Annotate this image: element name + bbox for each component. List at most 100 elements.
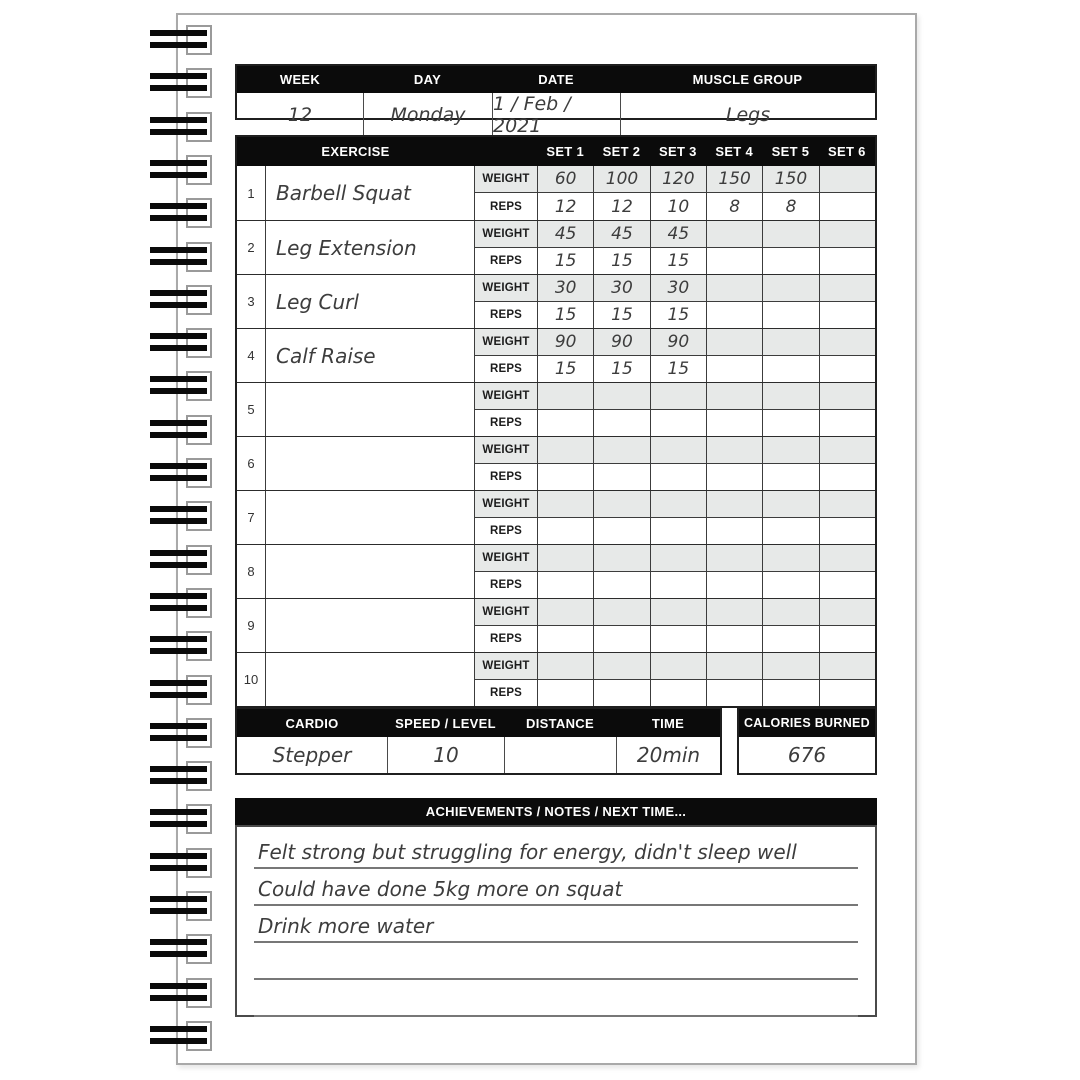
- weight-label: WEIGHT: [474, 221, 537, 248]
- date-value: 1 / Feb / 2021: [492, 93, 620, 137]
- reps-cell: [818, 247, 875, 274]
- weight-cell: [649, 437, 706, 464]
- weight-cell: [593, 653, 650, 680]
- spiral-coil: [150, 761, 214, 791]
- reps-cell: [818, 517, 875, 544]
- coil-wire: [150, 766, 207, 772]
- info-table: WEEK DAY DATE MUSCLE GROUP 12 Monday 1 /…: [235, 64, 877, 137]
- coil-wire: [150, 376, 207, 382]
- reps-cell: 15: [593, 247, 649, 274]
- muscle-group-header: MUSCLE GROUP: [620, 66, 875, 93]
- weight-cell: [649, 491, 706, 518]
- weight-cell: 30: [593, 275, 650, 302]
- weight-cell: [818, 491, 875, 518]
- reps-cell: [818, 625, 875, 652]
- exercise-row: 1 Barbell Squat WEIGHT 60 100 120 150 150 REPS 12…: [237, 166, 875, 220]
- exercise-table: EXERCISE SET 1 SET 2 SET 3 SET 4 SET 5 SET 6 …: [235, 135, 877, 708]
- reps-cell: 12: [593, 193, 649, 220]
- exercise-name: Leg Curl: [265, 275, 474, 328]
- set-header: SET 3: [659, 144, 697, 159]
- reps-cell: [593, 409, 649, 436]
- reps-label: REPS: [474, 409, 537, 436]
- weight-cell: [593, 545, 650, 572]
- spiral-coil: [150, 631, 214, 661]
- weight-cell: [705, 383, 763, 410]
- weight-cell: [593, 383, 650, 410]
- exercise-row-number: 4: [247, 348, 255, 363]
- spiral-coil: [150, 25, 214, 55]
- spiral-coil: [150, 804, 214, 834]
- coil-wire: [150, 506, 207, 512]
- time-value: 20min: [616, 737, 720, 773]
- coil-wire: [150, 593, 207, 599]
- coil-wire: [150, 259, 207, 265]
- exercise-row-number: 5: [247, 402, 255, 417]
- label-column-spacer: [474, 137, 537, 166]
- spiral-coil: [150, 545, 214, 575]
- weight-cell: [705, 545, 763, 572]
- reps-label: REPS: [474, 247, 537, 274]
- reps-cell: [762, 247, 818, 274]
- exercise-name: [265, 653, 474, 706]
- spiral-coil: [150, 112, 214, 142]
- weight-label: WEIGHT: [474, 275, 537, 302]
- weight-cell: [649, 653, 706, 680]
- reps-cell: 15: [593, 301, 649, 328]
- reps-cell: [818, 301, 875, 328]
- notebook-page: WEEK DAY DATE MUSCLE GROUP 12 Monday 1 /…: [176, 13, 917, 1065]
- exercise-row: 6 WEIGHT REPS: [237, 436, 875, 490]
- coil-wire: [150, 160, 207, 166]
- speed-level-value: 10: [387, 737, 504, 773]
- reps-cell: 15: [537, 247, 593, 274]
- reps-cell: [593, 571, 649, 598]
- weight-cell: 90: [649, 329, 706, 356]
- coil-wire: [150, 73, 207, 79]
- coil-wire: [150, 203, 207, 209]
- distance-header: DISTANCE: [504, 709, 616, 737]
- reps-cell: 8: [705, 193, 762, 220]
- coil-wire: [150, 1038, 207, 1044]
- reps-cell: [705, 517, 762, 544]
- reps-cell: [705, 679, 762, 706]
- weight-cell: [593, 599, 650, 626]
- weight-cell: [762, 329, 819, 356]
- reps-cell: [818, 355, 875, 382]
- reps-label: REPS: [474, 571, 537, 598]
- weight-cell: [593, 437, 650, 464]
- spiral-coil: [150, 458, 214, 488]
- coil-wire: [150, 1026, 207, 1032]
- weight-cell: [593, 491, 650, 518]
- reps-cell: 8: [762, 193, 818, 220]
- cardio-table: CARDIO SPEED / LEVEL DISTANCE TIME Stepp…: [235, 707, 722, 775]
- day-value: Monday: [363, 93, 492, 137]
- weight-cell: [649, 545, 706, 572]
- weight-label: WEIGHT: [474, 545, 537, 572]
- reps-cell: [649, 517, 706, 544]
- reps-cell: [762, 301, 818, 328]
- spiral-coil: [150, 848, 214, 878]
- weight-label: WEIGHT: [474, 599, 537, 626]
- exercise-row: 8 WEIGHT REPS: [237, 544, 875, 598]
- reps-cell: [537, 463, 593, 490]
- reps-cell: [649, 679, 706, 706]
- reps-cell: [818, 409, 875, 436]
- reps-cell: [705, 355, 762, 382]
- reps-cell: 15: [537, 355, 593, 382]
- weight-cell: 120: [649, 166, 706, 193]
- weight-cell: [818, 653, 875, 680]
- spiral-coil: [150, 155, 214, 185]
- weight-cell: 150: [705, 166, 763, 193]
- week-value: 12: [287, 104, 313, 126]
- spiral-coil: [150, 675, 214, 705]
- weight-cell: [537, 599, 594, 626]
- spiral-coil: [150, 242, 214, 272]
- reps-cell: [818, 193, 875, 220]
- spiral-coil: [150, 371, 214, 401]
- time-header: TIME: [616, 709, 720, 737]
- coil-wire: [150, 345, 207, 351]
- exercise-row: 2 Leg Extension WEIGHT 45 45 45 REPS 15 15 15: [237, 220, 875, 274]
- weight-cell: 45: [649, 221, 706, 248]
- coil-wire: [150, 809, 207, 815]
- reps-cell: [762, 571, 818, 598]
- coil-wire: [150, 550, 207, 556]
